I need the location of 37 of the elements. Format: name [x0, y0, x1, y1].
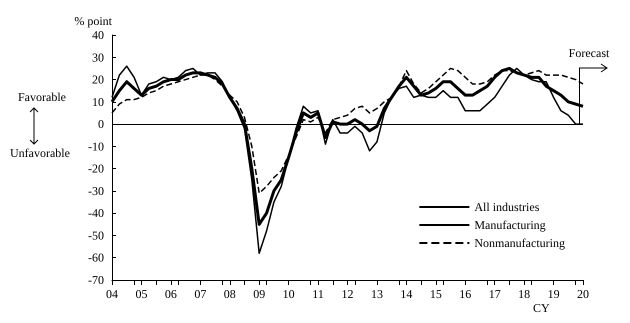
- y-tick-label: 10: [92, 94, 104, 109]
- y-tick-label: 40: [92, 28, 104, 42]
- y-tick-label: -50: [88, 228, 104, 242]
- x-tick-label: 05: [135, 287, 148, 301]
- x-tick-label: 18: [518, 287, 530, 301]
- x-tick-label: 04: [106, 287, 118, 301]
- x-tick-label: 11: [312, 287, 324, 301]
- y-tick-label: -70: [88, 273, 104, 287]
- x-tick-label: 08: [224, 287, 236, 301]
- legend-label: Manufacturing: [474, 218, 546, 232]
- text: Favorable: [18, 90, 66, 106]
- y-axis-title: % point: [74, 14, 113, 28]
- x-tick-label: 06: [164, 287, 177, 301]
- x-tick-label: 15: [430, 287, 442, 301]
- text: Unfavorable: [10, 146, 70, 162]
- y-tick-label: -10: [88, 139, 104, 154]
- y-tick-label: -60: [88, 250, 104, 265]
- x-tick-label: 16: [459, 287, 472, 301]
- y-tick-label: 20: [92, 72, 104, 87]
- y-tick-label: 0: [98, 117, 104, 132]
- x-tick-label: 07: [194, 287, 206, 301]
- y-tick-label: -40: [88, 206, 104, 220]
- y-tick-label: 30: [92, 50, 104, 64]
- x-tick-label: 13: [370, 287, 383, 301]
- y-tick-label: -30: [88, 184, 104, 198]
- x-tick-label: 14: [400, 287, 412, 301]
- legend-label: All industries: [474, 200, 540, 214]
- x-tick-label: 17: [488, 287, 501, 301]
- x-tick-label: 12: [342, 287, 354, 301]
- x-tick-label: 20: [577, 287, 589, 301]
- x-tick-label: 09: [253, 287, 266, 301]
- ref-line-label: Forecast: [568, 46, 610, 62]
- x-axis-title: CY: [533, 301, 550, 315]
- legend-label: Nonmanufacturing: [474, 236, 565, 250]
- x-tick-label: 19: [548, 287, 560, 301]
- x-tick-label: 10: [282, 287, 295, 301]
- y-tick-label: -20: [88, 162, 104, 176]
